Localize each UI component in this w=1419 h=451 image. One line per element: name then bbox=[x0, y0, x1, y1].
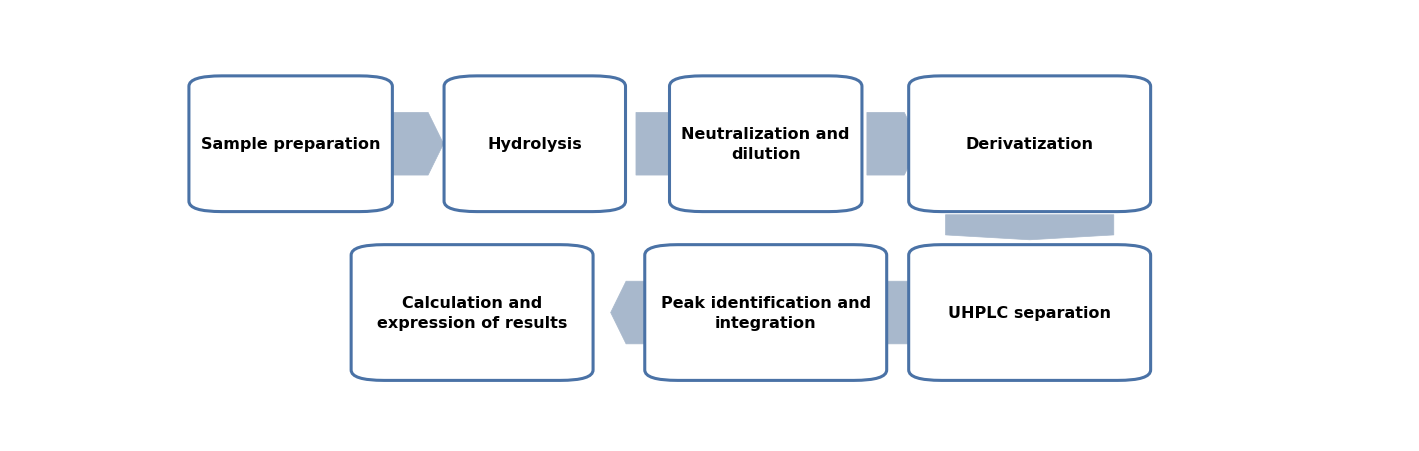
FancyBboxPatch shape bbox=[350, 245, 593, 381]
FancyBboxPatch shape bbox=[189, 77, 393, 212]
Text: Hydrolysis: Hydrolysis bbox=[487, 137, 582, 152]
FancyBboxPatch shape bbox=[444, 77, 626, 212]
Polygon shape bbox=[610, 281, 664, 344]
FancyBboxPatch shape bbox=[644, 245, 887, 381]
Text: Derivatization: Derivatization bbox=[966, 137, 1094, 152]
FancyBboxPatch shape bbox=[908, 245, 1151, 381]
Polygon shape bbox=[867, 281, 920, 344]
FancyBboxPatch shape bbox=[908, 77, 1151, 212]
FancyBboxPatch shape bbox=[670, 77, 861, 212]
Polygon shape bbox=[636, 113, 688, 175]
Polygon shape bbox=[945, 215, 1114, 240]
Text: UHPLC separation: UHPLC separation bbox=[948, 305, 1111, 320]
Text: Peak identification and
integration: Peak identification and integration bbox=[661, 295, 871, 330]
Polygon shape bbox=[867, 113, 920, 175]
Text: Calculation and
expression of results: Calculation and expression of results bbox=[377, 295, 568, 330]
Text: Sample preparation: Sample preparation bbox=[201, 137, 380, 152]
Text: Neutralization and
dilution: Neutralization and dilution bbox=[681, 127, 850, 162]
Polygon shape bbox=[390, 113, 444, 175]
